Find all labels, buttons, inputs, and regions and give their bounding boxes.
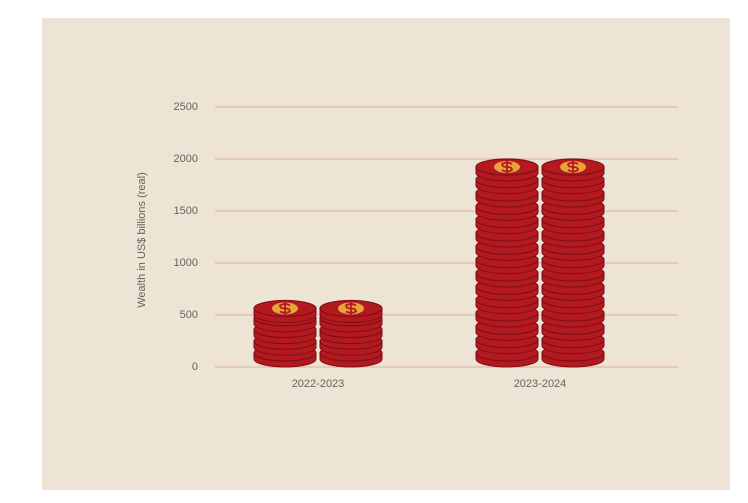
coin-stack <box>253 299 317 368</box>
dollar-icon <box>501 160 513 174</box>
coin-stack <box>541 158 605 368</box>
x-tick-label: 2022-2023 <box>292 378 345 390</box>
y-tick-label: 500 <box>180 309 198 321</box>
panel <box>42 18 730 490</box>
y-tick-label: 2500 <box>174 101 198 113</box>
y-tick-label: 2000 <box>174 153 198 165</box>
dollar-icon <box>345 301 357 316</box>
x-tick-label: 2023-2024 <box>514 378 567 390</box>
y-tick-label: 1500 <box>174 205 198 217</box>
y-axis-label: Wealth in US$ billions (real) <box>136 172 148 308</box>
dollar-icon <box>279 301 291 316</box>
y-tick-label: 0 <box>192 361 198 373</box>
dollar-icon <box>567 160 579 174</box>
coin-stack <box>475 158 539 368</box>
y-tick-label: 1000 <box>174 257 198 269</box>
coin-stack <box>319 299 383 368</box>
